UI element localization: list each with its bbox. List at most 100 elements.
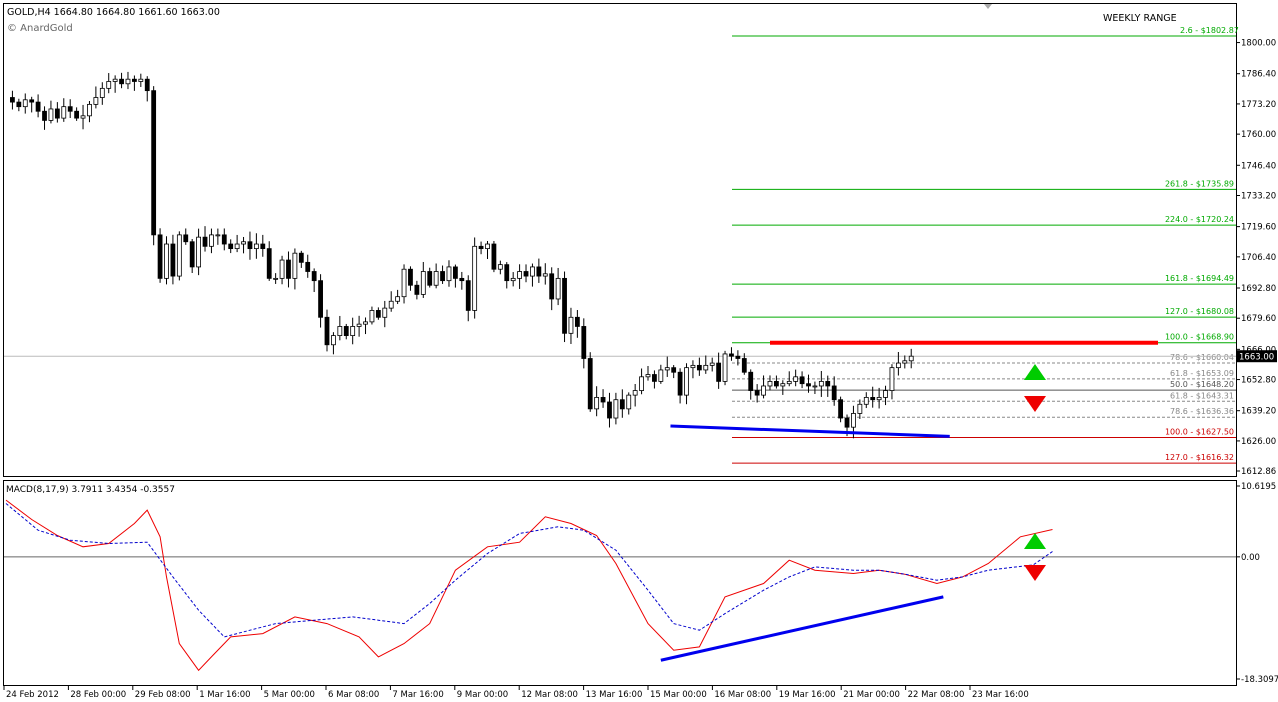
weekly-range-title: WEEKLY RANGE [1103,13,1177,24]
candle-body [414,284,420,295]
fib-label: 61.8 - $1643.31 [1170,391,1234,400]
candle-body [356,323,362,327]
macd-series-macd [5,499,1053,672]
candle-body [844,417,850,428]
candle-body [472,245,478,311]
candle-body [568,316,574,334]
candle-body [607,401,612,419]
candle-body [671,367,677,373]
brand-label: © AnardGold [7,23,73,34]
candle-body [754,390,760,396]
candle-body [478,245,484,250]
fib-label: 127.0 - $1680.08 [1165,307,1234,316]
candle-body [16,101,22,108]
scroll-marker[interactable] [984,4,992,9]
candle-body [684,367,689,396]
y-tick-label: 1626.00 [1241,437,1276,447]
candle-body [741,358,747,373]
x-tick-label: 7 Mar 16:00 [392,690,443,700]
macd-header: MACD(8,17,9) 3.7911 3.4354 -0.3557 [6,485,175,495]
candle-body [459,277,465,282]
candle-body [382,307,388,318]
fib-label: 261.8 - $1735.89 [1165,179,1234,188]
candle-body [286,259,291,279]
up-arrow-icon [1024,533,1046,549]
candle-body [260,243,266,250]
y-tick-label: 1773.20 [1241,100,1276,110]
candle-body [722,353,728,382]
candle-body [176,234,182,277]
macd-y-tick-label: -18.3097 [1241,675,1278,685]
candle-body [209,234,214,247]
x-tick-label: 5 Mar 00:00 [264,690,315,700]
x-tick-label: 6 Mar 08:00 [328,690,379,700]
candle-body [273,277,279,280]
candle-body [54,108,60,119]
candle-body [74,110,80,119]
candle-body [343,326,349,337]
candle-body [266,248,272,279]
candle-body [626,394,632,410]
candle-body [696,364,702,371]
candle-body [716,362,722,382]
candle-body [324,316,330,346]
candle-body [767,380,773,387]
candle-body [369,310,375,323]
candle-body [446,266,452,282]
candle-body [851,413,856,428]
candle-body [215,234,221,237]
candle-body [497,264,503,270]
candle-body [131,78,137,82]
candle-body [375,310,381,318]
down-arrow-icon [1024,565,1046,581]
candle-body [895,362,901,369]
fib-label: 127.0 - $1616.32 [1165,453,1234,462]
candle-body [652,374,657,382]
y-tick-label: 1800.00 [1241,39,1276,49]
candle-body [549,273,555,300]
candle-body [574,316,580,327]
fib-label: 224.0 - $1720.24 [1165,215,1234,224]
candle-body [363,321,368,325]
candle-body [151,90,157,236]
fib-label: 100.0 - $1627.50 [1165,427,1234,436]
x-tick-label: 23 Mar 16:00 [972,690,1029,700]
candle-body [581,326,587,359]
candle-body [587,358,593,410]
candle-body [857,403,863,414]
candle-body [748,371,754,391]
candle-body [253,243,259,250]
y-tick-label: 1692.80 [1241,284,1276,294]
candle-body [619,399,625,410]
macd-y-tick-label: 0.00 [1241,553,1260,563]
candle-body [761,385,766,396]
candle-body [908,355,914,362]
down-arrow-icon [1024,396,1046,412]
candle-body [234,243,240,250]
candle-body [305,261,311,272]
candle-body [664,367,670,371]
candle-body [780,383,786,387]
candle-body [677,371,683,396]
candle-body [806,383,811,387]
candle-body [247,241,253,250]
candle-body [793,376,799,382]
candle-body [99,87,105,98]
candle-body [164,243,169,279]
y-tick-label: 1760.00 [1241,130,1276,140]
candle-body [504,264,510,282]
x-tick-label: 16 Mar 08:00 [714,690,771,700]
candle-body [812,385,818,388]
candle-body [106,81,112,89]
candle-body [29,99,35,103]
candle-body [331,335,336,346]
candle-body [196,236,202,268]
candle-body [61,106,67,119]
x-tick-label: 22 Mar 08:00 [908,690,965,700]
current-price-label: 1663.00 [1239,353,1274,363]
candle-body [517,271,522,279]
y-tick-label: 1786.40 [1241,70,1276,80]
candle-body [22,99,28,108]
fib-label: 161.8 - $1694.49 [1165,274,1234,283]
support-trendline [670,424,950,438]
